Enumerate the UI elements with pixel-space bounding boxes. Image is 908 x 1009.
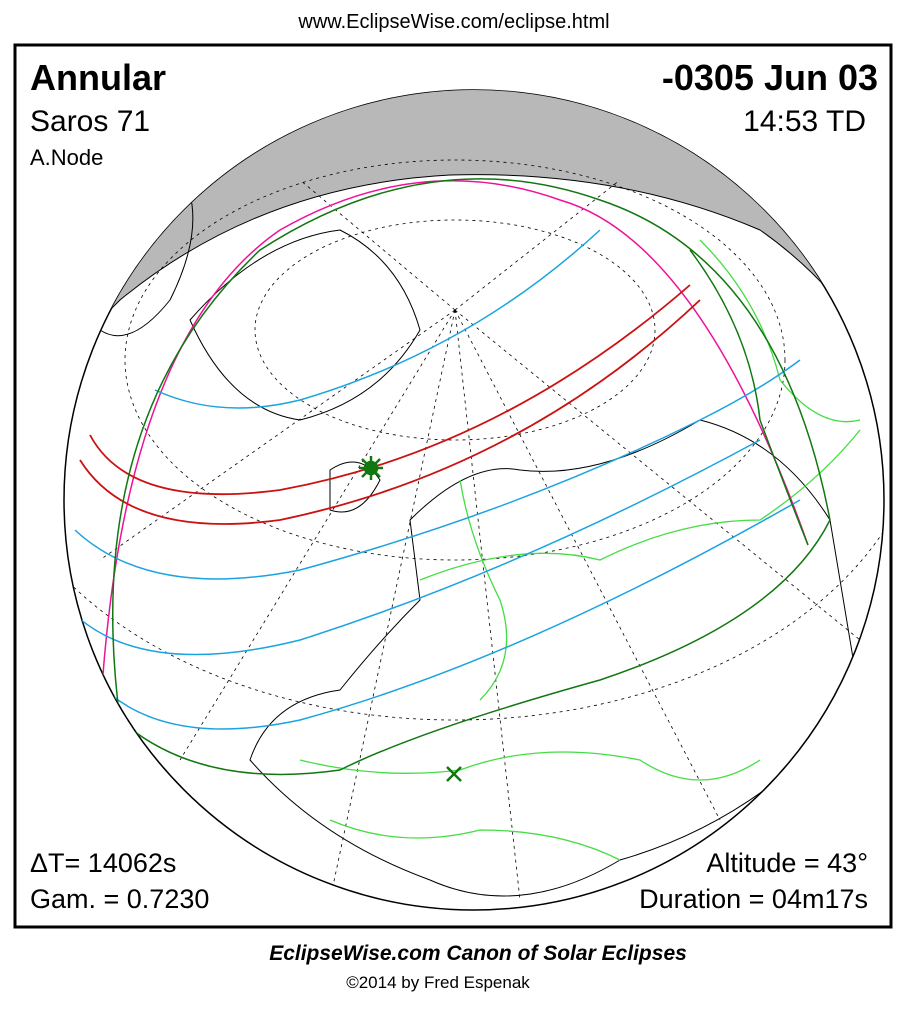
node: A.Node (30, 145, 103, 170)
green-curves (112, 178, 831, 776)
gamma: Gam. = 0.7230 (30, 884, 209, 914)
greatest-eclipse-marker (359, 456, 383, 480)
central-path (79, 284, 701, 525)
limit-line (99, 180, 809, 721)
time: 14:53 TD (743, 105, 866, 138)
footer-title: EclipseWise.com Canon of Solar Eclipses (269, 942, 687, 965)
url: www.EclipseWise.com/eclipse.html (297, 11, 609, 33)
date: -0305 Jun 03 (662, 57, 878, 98)
duration: Duration = 04m17s (639, 884, 868, 914)
sub-solar-marker (446, 766, 462, 782)
delta-t: ΔT= 14062s (30, 848, 176, 878)
penumbral-lines (69, 229, 801, 730)
borders (299, 239, 861, 861)
graticule (64, 90, 884, 901)
copyright: ©2014 by Fred Espenak (346, 973, 530, 992)
saros: Saros 71 (30, 105, 150, 138)
altitude: Altitude = 43° (706, 848, 868, 878)
eclipse-type: Annular (30, 57, 166, 98)
